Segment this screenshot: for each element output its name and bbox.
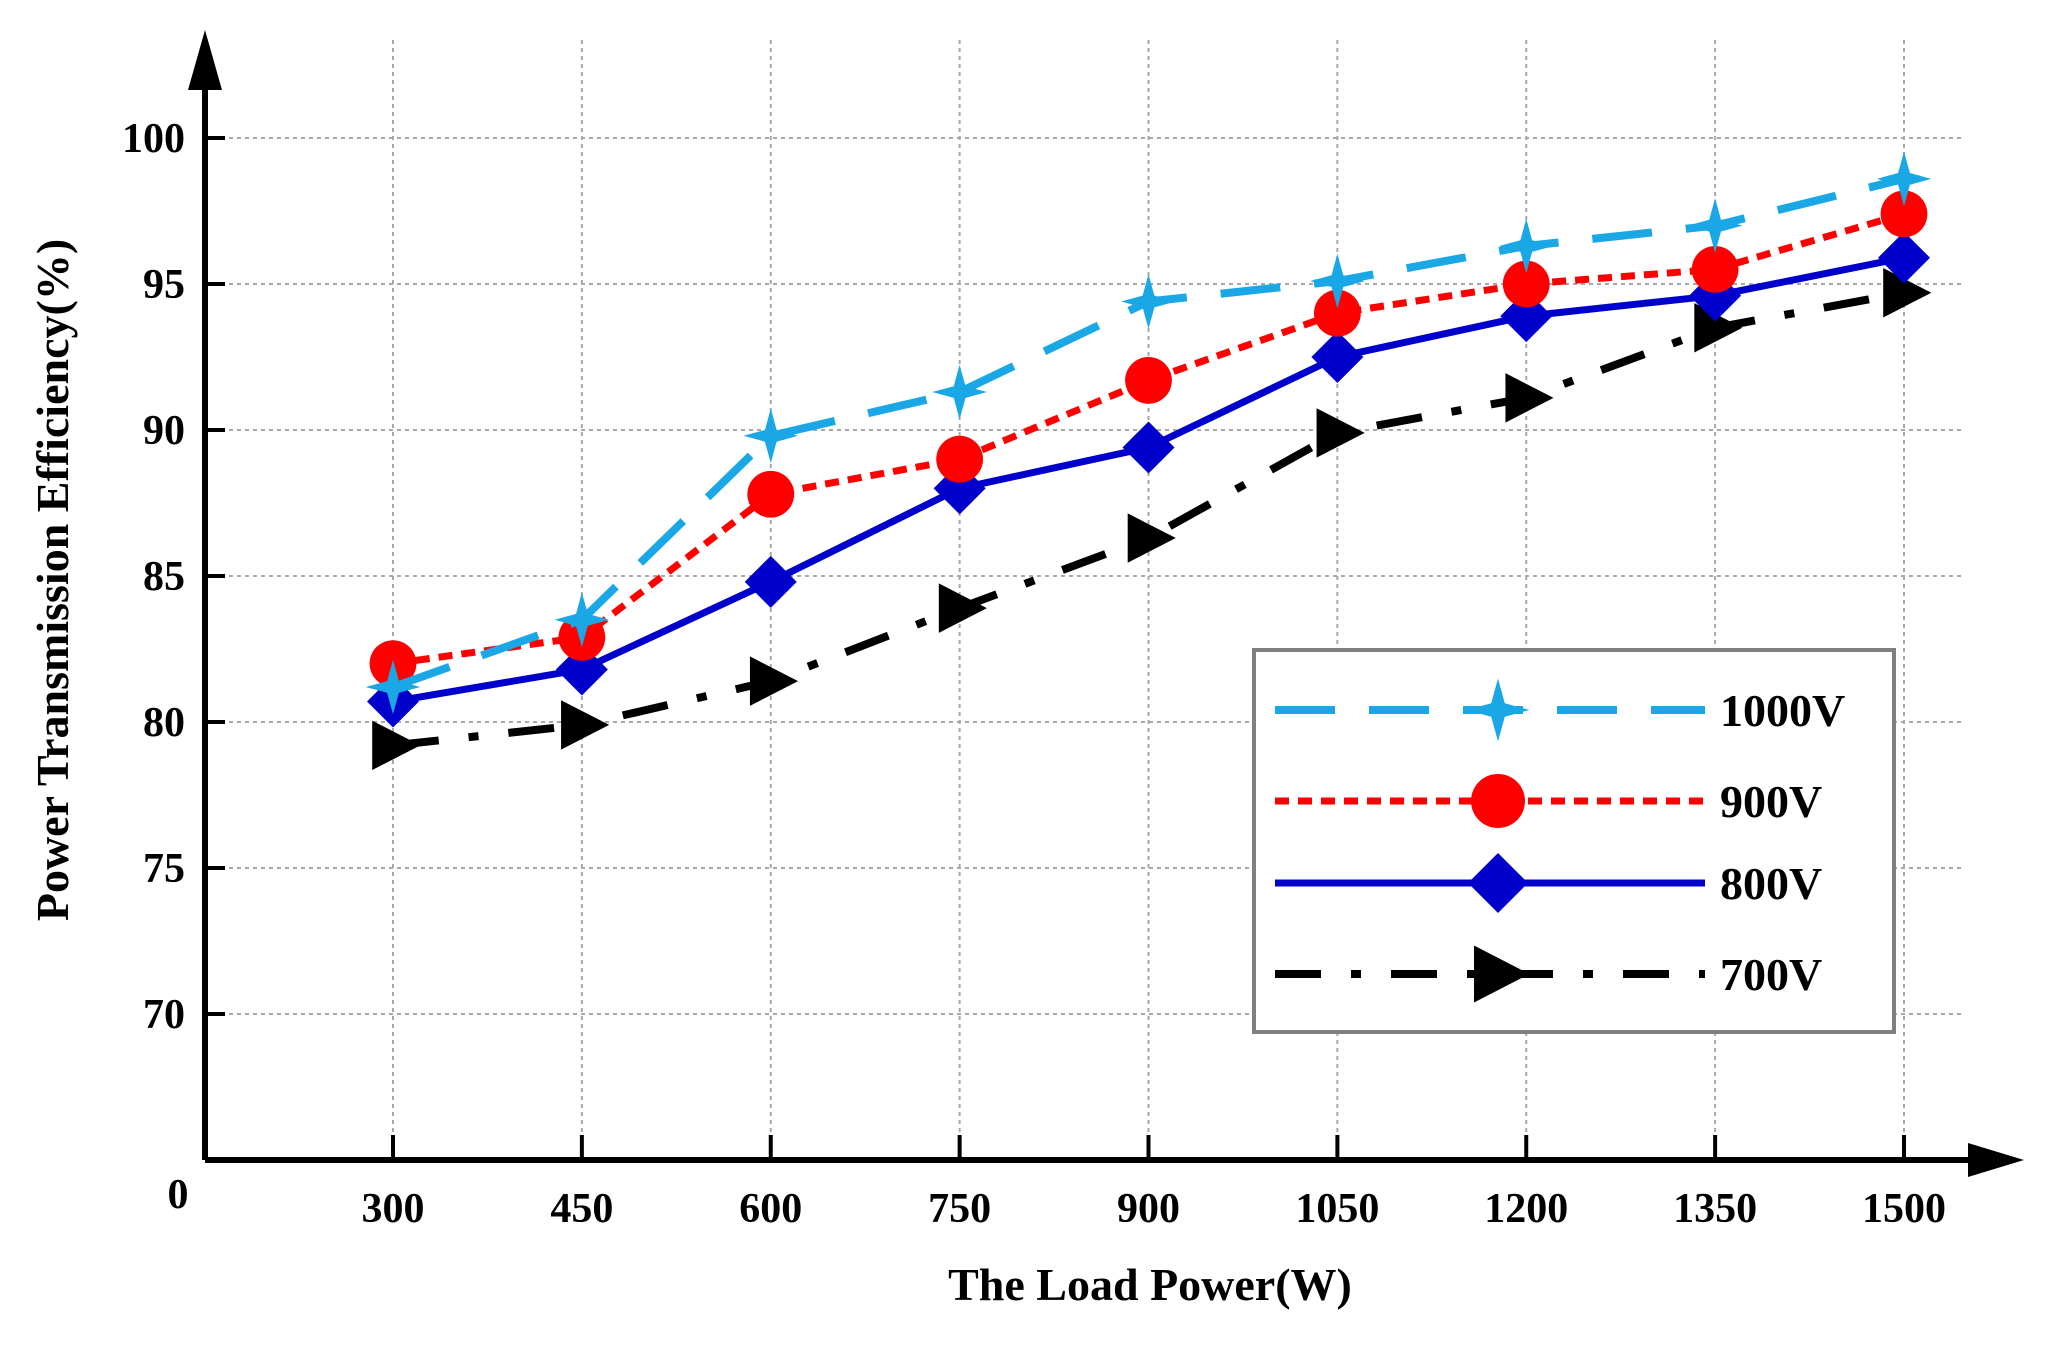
data-point-900V <box>1880 190 1928 238</box>
series-line-900V <box>392 210 1905 668</box>
data-point-1000V <box>365 659 421 715</box>
legend-marker-800V <box>1468 853 1528 913</box>
origin-label: 0 <box>168 1172 189 1218</box>
data-point-900V <box>1125 356 1172 404</box>
series-1000V <box>365 151 1932 715</box>
x-tick-label: 900 <box>1117 1186 1180 1232</box>
data-point-700V <box>372 720 421 771</box>
data-point-1000V <box>1499 218 1554 274</box>
x-tick-label: 300 <box>362 1186 425 1232</box>
data-point-1000V <box>1876 151 1932 207</box>
y-axis-arrow <box>188 30 222 90</box>
y-tick-label: 100 <box>122 116 185 162</box>
x-tick-label: 450 <box>550 1186 613 1232</box>
x-axis-title: The Load Power(W) <box>948 1259 1352 1310</box>
legend-marker-900V <box>1471 774 1525 828</box>
legend-label-800V: 800V <box>1720 858 1822 909</box>
x-tick-label: 1350 <box>1673 1186 1757 1232</box>
data-point-1000V <box>1121 274 1176 329</box>
data-point-1000V <box>932 364 987 420</box>
data-point-800V <box>744 555 797 608</box>
legend-marker-700V <box>1474 945 1530 1003</box>
series-700V <box>372 268 1932 771</box>
y-tick-label: 80 <box>143 700 185 746</box>
legend-label-1000V: 1000V <box>1720 685 1845 736</box>
data-point-700V <box>561 700 610 750</box>
legend-marker-1000V <box>1466 678 1530 742</box>
x-ticks: 300 450 600 750 900 1050 1200 1350 1500 <box>362 1135 1946 1232</box>
data-point-700V <box>1694 303 1743 353</box>
y-tick-label: 70 <box>143 992 185 1038</box>
y-tick-label: 95 <box>143 262 185 308</box>
data-point-1000V <box>1687 198 1743 253</box>
x-tick-label: 1050 <box>1295 1186 1379 1232</box>
y-axis-title: Power Transmission Efficiency(%) <box>27 239 78 921</box>
data-point-700V <box>938 583 987 633</box>
y-ticks: 70 75 80 85 90 95 100 <box>122 116 225 1038</box>
legend-label-900V: 900V <box>1720 776 1822 827</box>
legend: 1000V 900V 800V 700V <box>1252 648 1896 1034</box>
data-point-1000V <box>1310 253 1365 309</box>
y-tick-label: 75 <box>143 846 185 892</box>
series-layer <box>365 151 1932 771</box>
data-point-700V <box>749 656 799 706</box>
series-line-700V <box>392 288 1905 750</box>
data-point-700V <box>1883 268 1932 318</box>
legend-label-700V: 700V <box>1720 949 1822 1000</box>
data-point-800V <box>1878 231 1930 284</box>
y-tick-label: 90 <box>143 408 185 454</box>
data-point-900V <box>1691 246 1739 293</box>
x-tick-label: 750 <box>928 1186 991 1232</box>
data-point-900V <box>1313 289 1361 337</box>
data-point-1000V <box>743 408 798 464</box>
data-point-700V <box>1316 408 1365 458</box>
x-tick-label: 1200 <box>1484 1186 1568 1232</box>
x-axis-arrow <box>1968 1143 2024 1177</box>
data-point-900V <box>1502 260 1550 308</box>
data-point-800V <box>1311 331 1364 383</box>
data-point-800V <box>1122 421 1175 474</box>
x-tick-label: 600 <box>739 1186 802 1232</box>
data-point-1000V <box>554 592 610 648</box>
data-point-700V <box>1127 513 1176 563</box>
x-tick-label: 1500 <box>1862 1186 1946 1232</box>
axes: 0 <box>168 30 2024 1218</box>
data-point-700V <box>1505 373 1554 423</box>
data-point-900V <box>936 435 984 483</box>
y-tick-label: 85 <box>143 554 185 600</box>
data-point-900V <box>747 470 795 518</box>
series-800V <box>367 231 1930 728</box>
